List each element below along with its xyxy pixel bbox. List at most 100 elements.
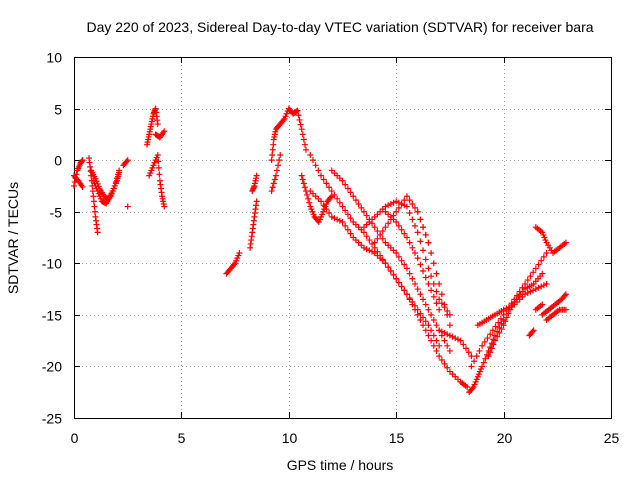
data-point: [497, 315, 504, 322]
data-point: [350, 193, 357, 200]
data-point: [425, 306, 432, 313]
data-point: [395, 279, 402, 286]
data-point: [409, 216, 416, 223]
data-point: [328, 188, 335, 195]
data-point: [500, 311, 507, 318]
data-point: [414, 311, 421, 318]
data-point: [428, 311, 435, 318]
data-point: [161, 128, 168, 135]
data-point: [301, 141, 308, 148]
data-point: [469, 385, 476, 392]
data-point: [487, 331, 494, 338]
data-point: [318, 198, 325, 205]
data-point: [433, 337, 440, 344]
chart-title: Day 220 of 2023, Sidereal Day-to-day VTE…: [86, 19, 593, 35]
data-point: [530, 269, 537, 276]
series-arc-f2: [307, 188, 443, 349]
data-point: [272, 172, 279, 179]
data-point: [154, 121, 161, 128]
series-arc-h1: [436, 327, 475, 360]
series-arc-i5: [532, 301, 546, 313]
data-point: [387, 268, 394, 275]
data-point: [420, 268, 427, 275]
series-arc-b5: [124, 203, 131, 210]
data-point: [428, 273, 435, 280]
data-point: [441, 329, 448, 336]
data-point: [444, 331, 451, 338]
series-arc-j1: [532, 224, 569, 256]
data-point: [280, 117, 287, 124]
data-point: [436, 296, 443, 303]
data-point: [116, 167, 123, 174]
data-point: [460, 341, 467, 348]
data-point: [414, 255, 421, 262]
data-point: [298, 172, 305, 179]
data-point: [268, 188, 275, 195]
data-point: [463, 345, 470, 352]
data-point: [369, 240, 376, 247]
data-point: [433, 300, 440, 307]
data-point: [441, 301, 448, 308]
data-point: [529, 328, 536, 335]
data-point: [527, 288, 534, 295]
data-point: [300, 180, 307, 187]
data-point: [468, 353, 475, 360]
data-point: [344, 226, 351, 233]
data-point: [385, 264, 392, 271]
data-point: [326, 184, 333, 191]
data-point: [115, 171, 122, 178]
data-point: [420, 322, 427, 329]
data-point: [406, 295, 413, 302]
data-point: [347, 189, 354, 196]
data-point: [398, 283, 405, 290]
y-tick-label: -10: [42, 256, 62, 272]
data-point: [446, 347, 453, 354]
data-point: [312, 162, 319, 169]
series-arc-c2: [146, 151, 168, 210]
data-point: [471, 358, 478, 365]
data-points: [71, 105, 569, 396]
data-point: [500, 322, 507, 329]
data-point: [371, 239, 378, 246]
y-axis-label: SDTVAR / TECUs: [5, 182, 21, 294]
data-point: [363, 233, 370, 240]
data-point: [532, 265, 539, 272]
y-tick-label: -15: [42, 308, 62, 324]
data-point: [366, 247, 373, 254]
data-point: [155, 158, 162, 165]
data-point: [363, 246, 370, 253]
data-point: [327, 194, 334, 201]
data-point: [355, 200, 362, 207]
data-point: [425, 322, 432, 329]
data-point: [485, 353, 492, 360]
data-point: [403, 291, 410, 298]
data-point: [298, 126, 305, 133]
data-point: [428, 287, 435, 294]
data-point: [71, 182, 77, 189]
data-point: [395, 253, 402, 260]
series-arc-d2: [247, 198, 260, 251]
data-point: [449, 333, 456, 340]
data-point: [379, 235, 386, 242]
y-axis-ticks: 10 5 0 -5 -10 -15 -20 -25: [42, 50, 611, 427]
data-point: [302, 146, 309, 153]
data-point: [253, 198, 260, 205]
data-point: [409, 275, 416, 282]
data-point: [452, 335, 459, 342]
data-point: [395, 204, 402, 211]
data-point: [390, 199, 397, 206]
data-point: [441, 337, 448, 344]
data-point: [342, 222, 349, 229]
data-point: [328, 213, 335, 220]
data-point: [411, 249, 418, 256]
grid-lines: [74, 57, 611, 418]
data-point: [275, 162, 282, 169]
data-point: [482, 355, 489, 362]
data-point: [406, 210, 413, 217]
data-point: [347, 215, 354, 222]
data-point: [393, 275, 400, 282]
x-tick-label: 5: [178, 430, 186, 446]
y-tick-label: 0: [54, 153, 62, 169]
data-point: [339, 177, 346, 184]
